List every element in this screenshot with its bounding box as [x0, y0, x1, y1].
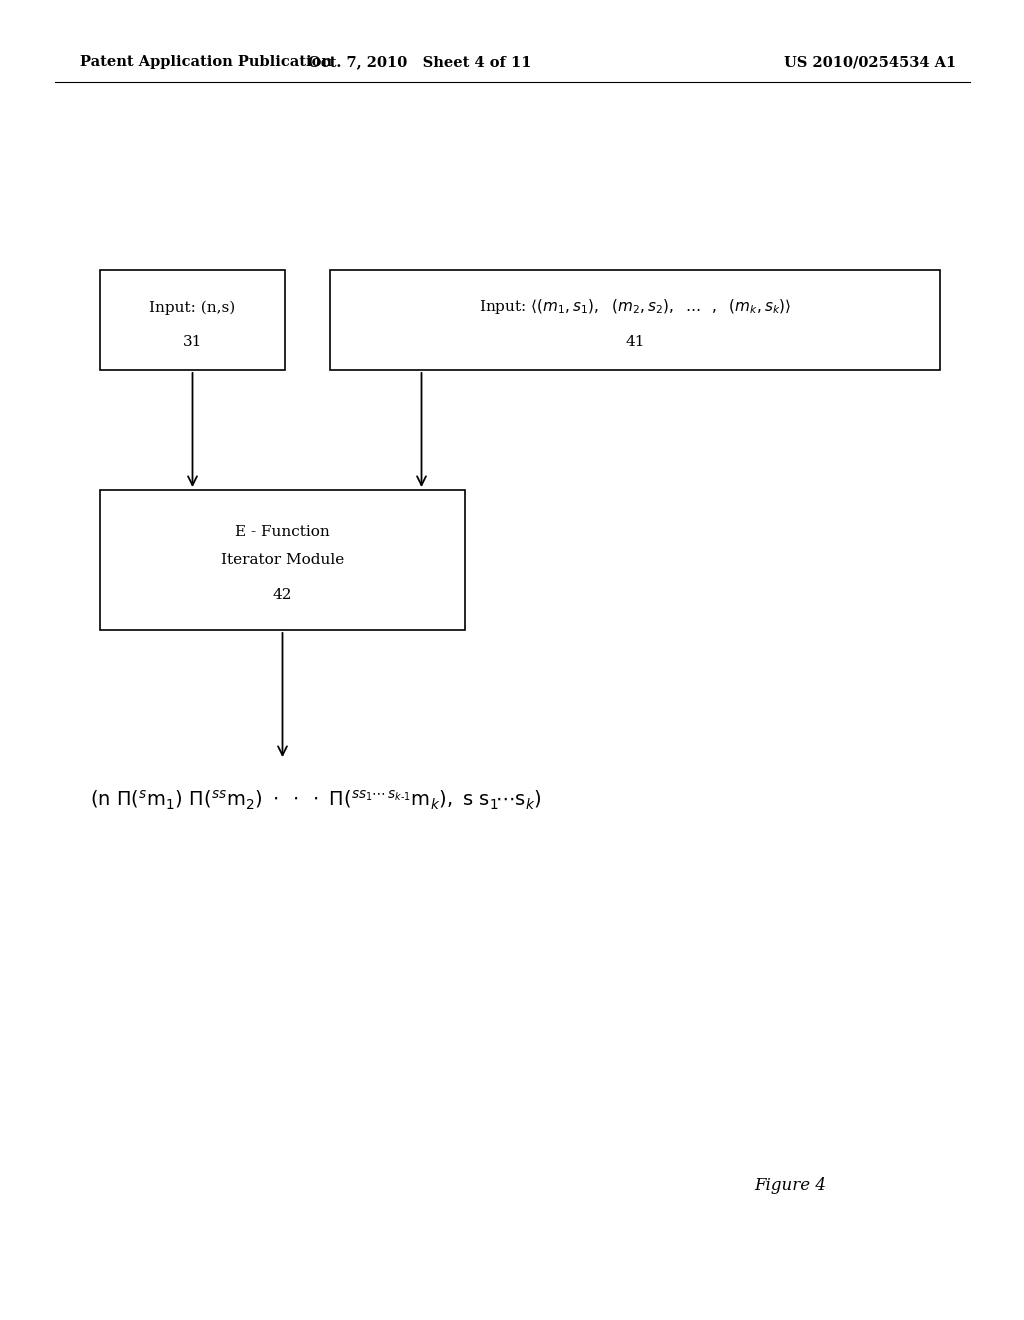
Text: Input: (n,s): Input: (n,s)	[150, 301, 236, 315]
Text: US 2010/0254534 A1: US 2010/0254534 A1	[784, 55, 956, 69]
Bar	[330, 271, 940, 370]
Text: Patent Application Publication: Patent Application Publication	[80, 55, 332, 69]
Text: 31: 31	[183, 335, 202, 348]
Text: $\left(\mathrm{n}\ \Pi(^s\mathrm{m}_1)\ \Pi(^{ss}\mathrm{m}_2)\ \cdot\ \cdot\ \c: $\left(\mathrm{n}\ \Pi(^s\mathrm{m}_1)\ …	[90, 788, 542, 812]
Bar	[100, 271, 285, 370]
Text: Oct. 7, 2010   Sheet 4 of 11: Oct. 7, 2010 Sheet 4 of 11	[308, 55, 531, 69]
Text: 42: 42	[272, 587, 292, 602]
Bar	[100, 490, 465, 630]
Text: Input: $\langle (m_1,s_1),\ \ (m_2,s_2),\ \ \ldots\ \ ,\ \ (m_k,s_k)\rangle$: Input: $\langle (m_1,s_1),\ \ (m_2,s_2),…	[479, 297, 792, 315]
Text: Iterator Module: Iterator Module	[221, 553, 344, 568]
Text: Figure 4: Figure 4	[754, 1176, 826, 1193]
Text: E - Function: E - Function	[236, 525, 330, 539]
Text: 41: 41	[626, 335, 645, 348]
